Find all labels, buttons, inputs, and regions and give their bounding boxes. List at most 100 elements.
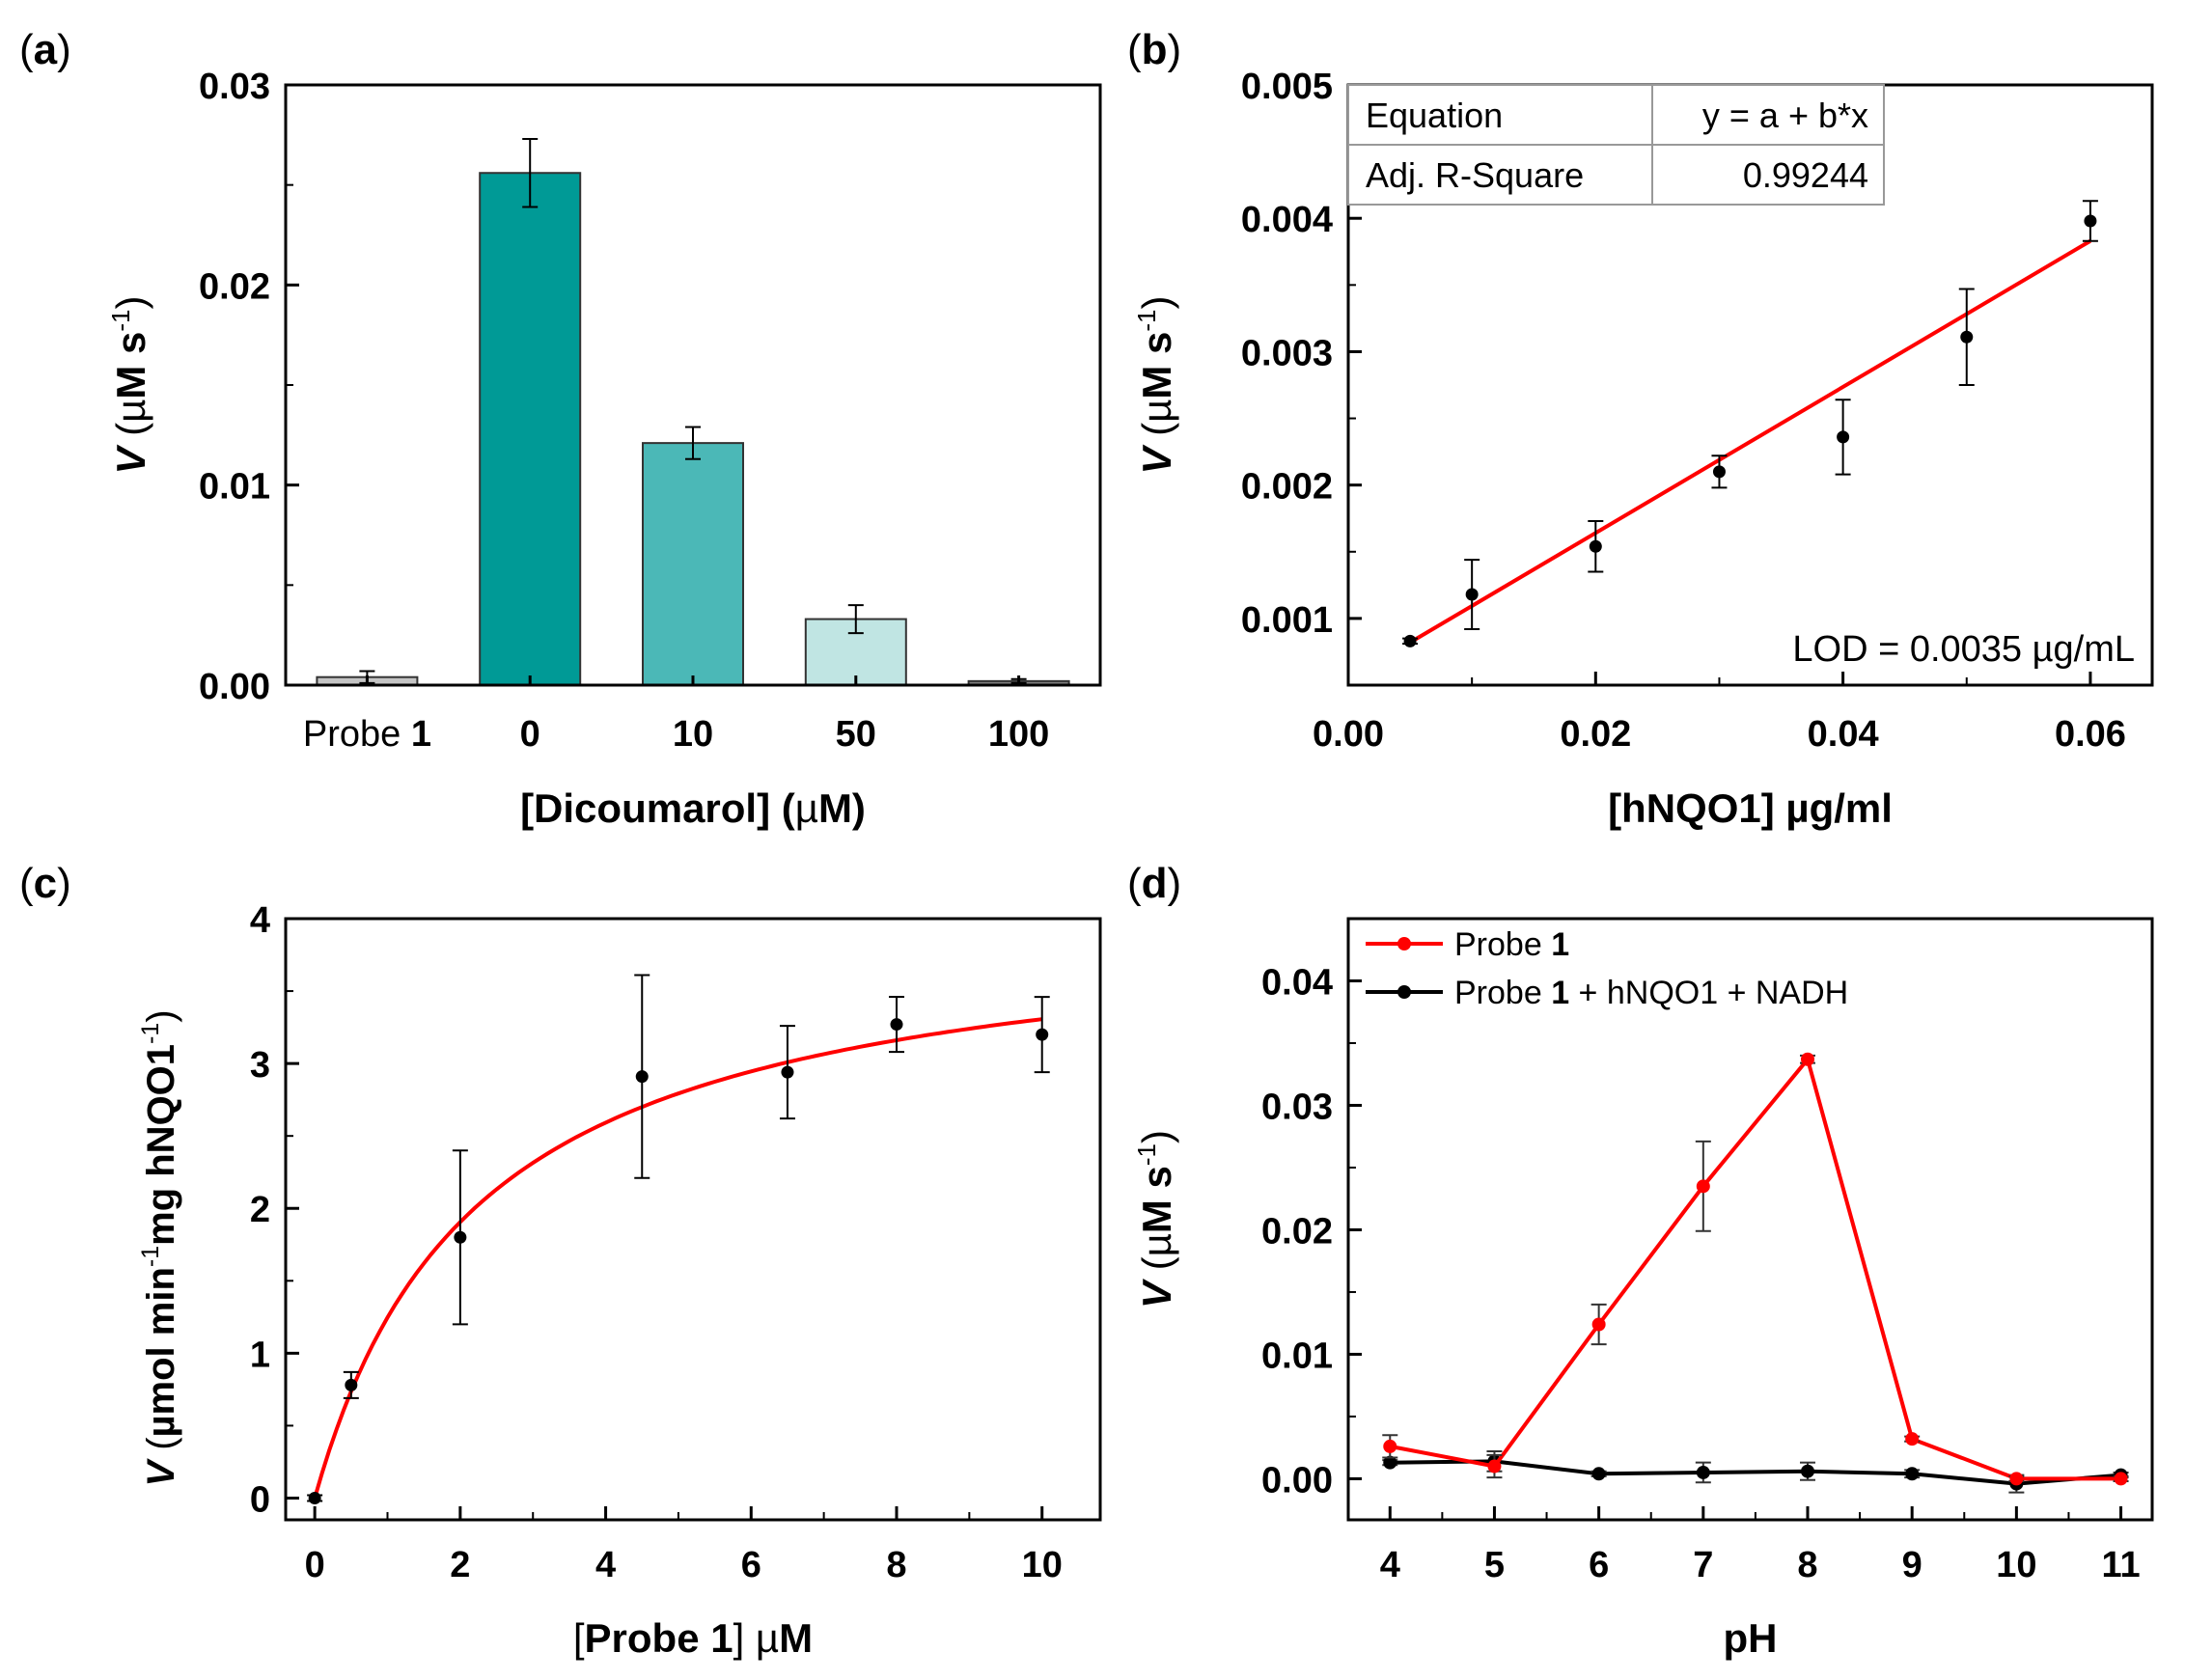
data-point [1960,330,1974,344]
x-axis-label: [hNQO1] µg/ml [1608,785,1893,831]
x-tick-label: 6 [1589,1545,1609,1585]
y-tick-label: 0.005 [1241,67,1333,107]
bar [479,172,582,686]
fit-curve [313,1017,1042,1500]
panel-label: (d) [1127,860,1181,907]
data-point [1591,1467,1606,1481]
x-tick-label: 6 [741,1545,761,1585]
y-tick-label: 0.002 [1241,467,1333,508]
x-tick-label: 0.02 [1560,714,1631,755]
y-tick-label: 0.003 [1241,333,1333,373]
legend-label: Probe 1 [1454,926,1569,963]
y-tick-label: 0.04 [1261,962,1333,1003]
data-point [2009,1472,2024,1486]
data-point [345,1378,358,1391]
data-point [635,1070,649,1084]
x-axis-label: [Probe 1] µM [573,1615,813,1661]
x-tick-label: 10 [1022,1545,1063,1585]
y-axis-label: V (µM s-1) [1132,295,1179,474]
y-axis-label: V (µM s-1) [1132,1130,1179,1308]
data-point [1905,1467,1920,1481]
y-tick-label: 0.01 [1261,1336,1333,1376]
table-cell: Adj. R-Square [1366,155,1584,195]
x-axis-label: [Dicoumarol] (µM) [520,785,866,831]
x-tick-label: 2 [450,1545,470,1585]
x-tick-label: 7 [1693,1545,1713,1585]
panel-label: (c) [19,860,71,907]
x-tick-label: 10 [1996,1545,2036,1585]
panel-c: (c) 0 1 2 3 4 0 2 4 6 8 10 V (µmol min-1mg hNQO1-1) [… [19,860,1102,1661]
series-line-1 [1390,1459,2121,1486]
data-point [1487,1459,1502,1473]
panel-d: (d) 0.00 0.01 0.02 0.03 0.04 4 5 6 7 8 9 10 11 V (µM s… [1127,860,2154,1661]
y-tick-label: 2 [250,1190,270,1230]
data-point [1465,588,1479,601]
panel-label: (b) [1127,26,1181,73]
data-point [1397,937,1411,950]
y-tick-label: 0.00 [1261,1460,1333,1501]
data-point [454,1230,467,1244]
y-tick-label: 0.01 [199,467,270,508]
y-tick-label: 0.00 [199,667,270,707]
y-tick-label: 3 [250,1045,270,1086]
lod-annotation: LOD = 0.0035 µg/mL [1792,629,2135,670]
series-line-0 [1389,1055,2121,1481]
y-tick-label: 0.03 [1261,1087,1333,1127]
data-point [1696,1179,1710,1194]
table-cell: 0.99244 [1743,155,1868,195]
x-tick-label: 100 [988,714,1049,755]
y-tick-label: 0 [250,1479,270,1520]
data-point [2114,1472,2128,1486]
data-point [1905,1432,1920,1446]
data-point [1383,1455,1397,1470]
y-axis-label: V (µM s-1) [106,295,153,474]
data-point [1712,465,1726,479]
y-tick-label: 0.02 [1261,1211,1333,1252]
y-tick-label: 0.03 [199,67,270,107]
data-point [1696,1465,1710,1479]
x-tick-label: 50 [836,714,876,755]
data-point [1801,1052,1814,1066]
x-tick-label: 11 [2101,1545,2140,1585]
data-point [1397,985,1411,999]
y-tick-label: 4 [250,900,270,941]
x-tick-label: 8 [886,1545,906,1585]
data-point [1801,1464,1814,1478]
fit-line [1409,238,2091,645]
x-tick-label: 0 [520,714,540,755]
bar [642,442,744,687]
data-point [1403,634,1417,647]
x-tick-label: 5 [1484,1545,1505,1585]
y-tick-label: 0.001 [1241,600,1333,641]
x-tick-label: 0 [305,1545,325,1585]
plot-frame [284,917,1102,1522]
plot-frame [1346,917,2154,1522]
panel-a: (a) Probe 1 0 10 50 100 0.00 0.01 0.02 0.03 V (µM … [19,26,1102,831]
data-point [890,1018,903,1032]
x-axis-label: pH [1724,1615,1778,1661]
data-point [1589,539,1602,553]
panel-label: (a) [19,26,71,73]
table-cell: Equation [1366,96,1503,135]
x-tick-label: 8 [1797,1545,1817,1585]
x-tick-label: 4 [1380,1545,1400,1585]
data-point [1036,1028,1049,1041]
x-tick-label: 0.04 [1808,714,1879,755]
data-point [1591,1317,1606,1332]
y-tick-label: 0.02 [199,266,270,307]
x-tick-label: 0.06 [2055,714,2126,755]
x-tick-label: 0.00 [1313,714,1384,755]
x-tick-label: 10 [673,714,713,755]
data-point [781,1065,794,1079]
y-tick-label: 1 [250,1335,270,1375]
data-point [1383,1439,1397,1453]
x-tick-label: Probe 1 [303,714,431,755]
data-point [1837,430,1850,444]
y-axis-label: V (µmol min-1mg hNQO1-1) [137,1009,182,1486]
legend-label: Probe 1 + hNQO1 + NADH [1454,975,1848,1011]
data-point [2084,214,2097,228]
data-point [308,1491,321,1504]
panel-b: (b) 0.001 0.002 0.003 0.004 0.005 0.00 0.02 0.04… [1127,26,2154,831]
x-tick-label: 9 [1902,1545,1922,1585]
